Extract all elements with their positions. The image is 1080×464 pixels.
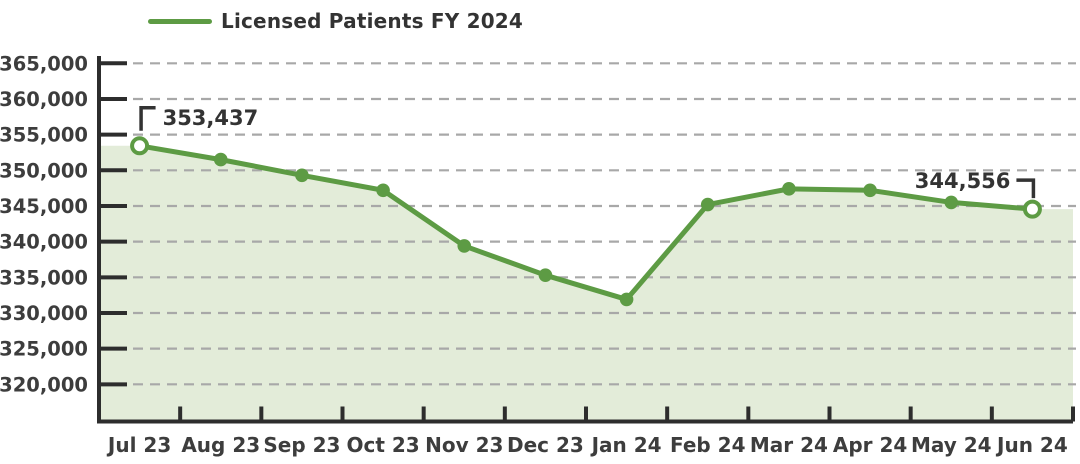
data-point-marker (944, 195, 959, 210)
legend-line-swatch (148, 18, 212, 24)
series-line (137, 143, 1035, 302)
y-tick-label: 320,000 (0, 373, 88, 396)
x-tick-label: Mar 24 (750, 433, 828, 457)
data-point-marker (538, 268, 553, 282)
endpoint-marker (130, 136, 150, 156)
data-point-marker (295, 168, 309, 183)
y-tick-label: 355,000 (0, 124, 88, 147)
data-point-marker (863, 183, 877, 198)
x-tick-label: Jan 24 (590, 433, 662, 457)
x-tick-label: Apr 24 (833, 433, 907, 457)
y-tick-label: 335,000 (0, 266, 88, 289)
data-point-marker (782, 182, 796, 196)
data-point-marker (700, 197, 715, 212)
y-tick-label: 360,000 (0, 88, 88, 111)
y-tick-label: 365,000 (0, 52, 88, 75)
chart-legend: Licensed Patients FY 2024 (148, 9, 524, 33)
legend-label: Licensed Patients FY 2024 (221, 9, 524, 33)
y-tick-label: 345,000 (0, 195, 88, 218)
data-point-marker (213, 152, 228, 167)
x-tick-label: Feb 24 (670, 433, 746, 457)
y-tick-label: 350,000 (0, 159, 88, 182)
data-point-marker (457, 239, 472, 253)
x-tick-label: Jun 24 (995, 433, 1068, 457)
data-point-marker (619, 292, 634, 307)
callout-bracket (1016, 178, 1036, 199)
x-tick-label: Dec 23 (507, 433, 584, 457)
plot-area-fill (99, 145, 1073, 422)
y-tick-label: 330,000 (0, 302, 88, 325)
callout-bracket (139, 106, 156, 131)
x-tick-label: Oct 23 (346, 433, 419, 457)
x-tick-label: Aug 23 (181, 433, 260, 457)
y-tick-label: 340,000 (0, 231, 88, 254)
callout-value: 344,556 (915, 169, 1011, 193)
callout-value: 353,437 (163, 106, 259, 130)
y-tick-label: 325,000 (0, 338, 88, 361)
x-tick-label: May 24 (911, 433, 992, 457)
x-tick-label: Sep 23 (263, 433, 340, 457)
endpoint-marker (1022, 199, 1042, 219)
x-tick-label: Nov 23 (425, 433, 503, 457)
data-point-marker (376, 183, 390, 198)
x-tick-label: Jul 23 (106, 433, 171, 457)
